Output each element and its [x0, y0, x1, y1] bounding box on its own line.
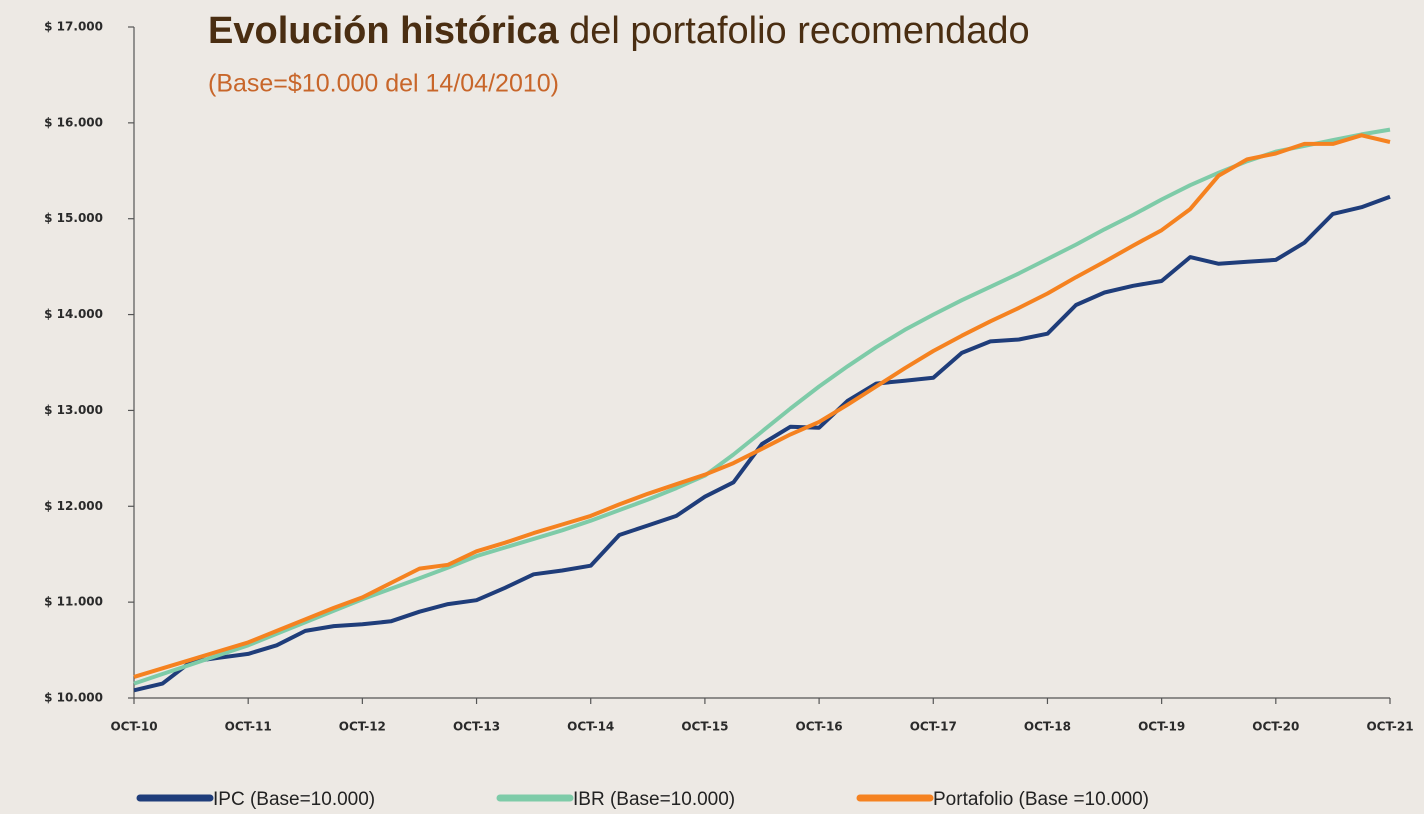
x-tick-label: OCT-11: [225, 720, 272, 734]
title-bold: Evolución histórica: [208, 10, 559, 52]
y-tick-label: $ 14.000: [44, 307, 103, 321]
line-series: [133, 194, 1391, 693]
y-tick-label: $ 11.000: [44, 595, 103, 609]
y-tick-label: $ 15.000: [44, 211, 103, 225]
x-tick-label: OCT-16: [796, 720, 843, 734]
x-tick-label: OCT-14: [567, 720, 614, 734]
x-tick-label: OCT-15: [681, 720, 728, 734]
legend-label: Portafolio (Base =10.000): [933, 789, 1149, 810]
line-series: [133, 133, 1391, 679]
legend-label: IPC (Base=10.000): [213, 789, 375, 810]
y-tick-label: $ 12.000: [44, 499, 103, 513]
y-tick-label: $ 17.000: [44, 20, 103, 34]
x-tick-label: OCT-19: [1138, 720, 1185, 734]
x-tick-label: OCT-13: [453, 720, 500, 734]
x-tick-label: OCT-18: [1024, 720, 1071, 734]
x-tick-label: OCT-10: [110, 720, 157, 734]
x-tick-label: OCT-17: [910, 720, 957, 734]
x-tick-label: OCT-12: [339, 720, 386, 734]
y-tick-label: $ 13.000: [44, 403, 103, 417]
chart-title: Evolución histórica del portafolio recom…: [208, 10, 1030, 52]
title-rest: del portafolio recomendado: [569, 10, 1030, 52]
y-tick-label: $ 16.000: [44, 115, 103, 129]
legend-label: IBR (Base=10.000): [573, 789, 735, 810]
x-tick-label: OCT-20: [1252, 720, 1299, 734]
y-tick-label: $ 10.000: [44, 691, 103, 705]
x-tick-label: OCT-21: [1366, 720, 1413, 734]
chart-subtitle: (Base=$10.000 del 14/04/2010): [208, 70, 559, 98]
line-series: [133, 127, 1391, 686]
